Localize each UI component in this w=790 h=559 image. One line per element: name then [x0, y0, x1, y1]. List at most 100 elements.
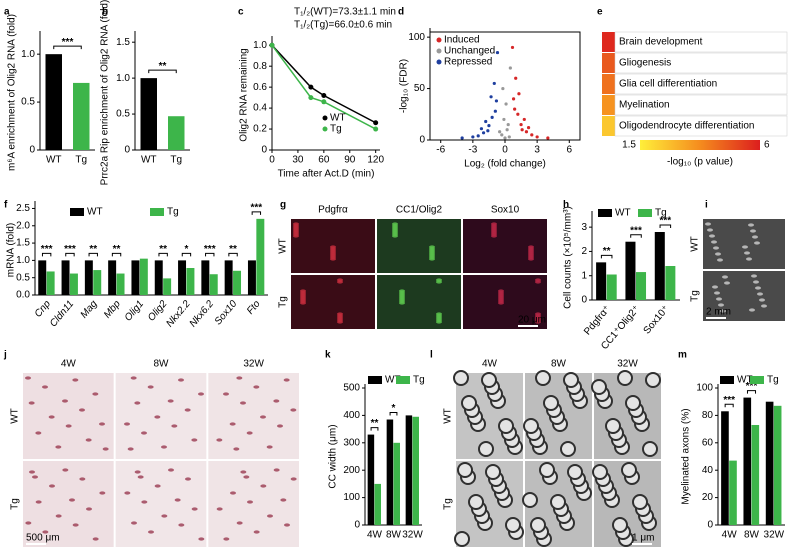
texture: [124, 491, 131, 495]
term-box: [614, 52, 788, 74]
texture: [535, 370, 551, 386]
significance-bracket: [41, 252, 52, 257]
texture: [707, 228, 713, 232]
point: [490, 115, 494, 119]
y-axis-label: CC width (μm): [328, 424, 339, 488]
texture: [25, 521, 32, 525]
significance-label: ***: [62, 37, 74, 48]
x-tick-label: Olig1: [123, 299, 146, 324]
bar: [233, 270, 242, 295]
point: [522, 117, 526, 122]
texture: [216, 507, 223, 511]
texture: [535, 320, 541, 324]
y-tick-label: 80: [702, 410, 714, 421]
y-tick-label: 0.5: [16, 272, 30, 283]
legend-label: WT: [385, 375, 401, 386]
texture: [283, 378, 290, 382]
row-label: Tg: [690, 290, 701, 302]
bar: [654, 232, 665, 300]
heat-cell: [602, 116, 615, 136]
bar: [168, 116, 185, 150]
bar: [729, 460, 737, 525]
panel-label: k: [325, 350, 331, 361]
y-tick-label: 500: [343, 383, 360, 394]
point: [460, 136, 464, 140]
x-tick-label: 30: [292, 155, 304, 166]
point: [530, 133, 534, 137]
y-axis-label: -log₁₀ (FDR): [399, 59, 410, 113]
bar: [93, 270, 102, 295]
texture: [645, 372, 661, 388]
line: [271, 44, 377, 130]
point: [492, 81, 496, 86]
panel-label: e: [597, 7, 603, 18]
point: [321, 93, 327, 99]
colorbar-tick-label: 6: [764, 140, 770, 151]
texture: [236, 376, 243, 380]
x-tick-label: 0: [269, 155, 275, 166]
legend-label: WT: [87, 207, 103, 218]
legend-label: Tg: [655, 208, 667, 219]
y-tick-label: 0: [419, 135, 425, 146]
texture: [134, 470, 141, 474]
texture: [168, 468, 174, 472]
texture: [273, 399, 280, 403]
texture: [399, 301, 405, 305]
texture: [223, 537, 230, 541]
texture: [300, 301, 306, 305]
texture: [612, 517, 628, 533]
column-header: Sox10: [491, 205, 520, 216]
texture: [266, 445, 273, 449]
legend-label: Tg: [167, 207, 179, 218]
bar: [596, 262, 607, 300]
term-label: Glia cell differentiation: [619, 79, 717, 90]
texture: [62, 399, 68, 403]
legend-swatch: [720, 376, 734, 384]
bar: [140, 78, 157, 150]
bar: [765, 401, 774, 525]
x-axis-label: Time after Act.D (min): [278, 169, 375, 180]
y-tick-label: 2.0: [16, 220, 30, 231]
micrograph: [463, 275, 547, 329]
texture: [284, 523, 290, 527]
point: [486, 129, 490, 133]
significance-label: ***: [41, 244, 53, 255]
legend-label: Induced: [444, 35, 480, 46]
y-tick-label: 0: [581, 295, 587, 306]
bar: [38, 260, 47, 295]
texture: [99, 422, 105, 426]
texture: [713, 246, 719, 250]
legend-label: Tg: [330, 124, 342, 135]
significance-label: ***: [630, 225, 642, 236]
bar: [625, 241, 636, 300]
legend-swatch: [150, 208, 164, 216]
bar: [131, 260, 140, 295]
significance-bracket: [205, 252, 215, 257]
texture: [236, 521, 243, 525]
bar: [636, 272, 647, 300]
significance-bracket: [53, 45, 82, 50]
texture: [522, 492, 538, 508]
y-tick-label: 1.0: [16, 255, 30, 266]
bar: [247, 260, 256, 295]
bar: [606, 274, 617, 300]
texture: [240, 401, 246, 405]
legend-label: WT: [737, 375, 753, 386]
significance-label: **: [159, 244, 167, 255]
point: [487, 124, 491, 128]
bar: [743, 397, 752, 525]
texture: [718, 303, 724, 307]
micrograph: [115, 461, 207, 547]
texture: [498, 418, 514, 434]
texture: [550, 494, 566, 510]
texture: [436, 320, 442, 324]
point: [504, 102, 508, 106]
texture: [79, 408, 85, 412]
point: [308, 95, 314, 101]
texture: [216, 438, 223, 442]
y-tick-label: 100: [408, 32, 425, 43]
point: [511, 97, 516, 101]
legend-swatch: [598, 209, 612, 217]
y-tick-label: 20: [702, 492, 714, 503]
panel-label: m: [678, 350, 687, 361]
